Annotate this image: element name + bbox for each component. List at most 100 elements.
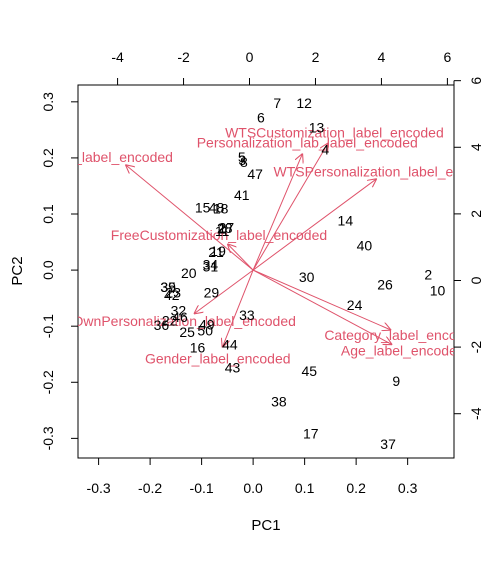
y-axis-right: -4 -2 0 2 4 6 — [453, 77, 484, 420]
observation-label: 33 — [239, 307, 255, 323]
x-tick-label-bottom: -0.2 — [138, 480, 162, 496]
x-tick-label-top: 0 — [246, 49, 254, 65]
x-tick-label-bottom: 0.3 — [398, 480, 418, 496]
observation-label: 47 — [247, 166, 263, 182]
y-tick-label-left: 0.3 — [40, 92, 56, 112]
variable-label: us_label_encoded — [59, 149, 173, 165]
observation-label: 18 — [213, 200, 229, 216]
observation-label: 42 — [164, 287, 180, 303]
observation-label: 48 — [209, 199, 225, 215]
observation-label: 49 — [199, 317, 215, 333]
observation-label: 4 — [321, 142, 329, 158]
observation-label: 7 — [273, 95, 281, 111]
observation-label: 44 — [222, 337, 238, 353]
y-tick-label-right: -2 — [468, 341, 484, 354]
observation-label: 19 — [210, 243, 226, 259]
x-tick-label-bottom: 0.1 — [295, 480, 315, 496]
x-tick-label-top: 6 — [444, 49, 452, 65]
observation-label: 28 — [217, 220, 233, 236]
observation-label: 17 — [303, 425, 319, 441]
observation-label: 32 — [171, 302, 187, 318]
observation-label: 29 — [204, 285, 220, 301]
variable-labels: WTSCustomization_label_encodedPersonaliz… — [59, 124, 480, 367]
x-axis-top: -4 -2 0 2 4 6 — [111, 49, 452, 86]
observation-label: 1 — [218, 221, 226, 237]
variable-label: Personalization_lab_label_encoded — [197, 134, 418, 150]
x-tick-label-top: -2 — [177, 49, 190, 65]
observation-labels: 1234567891011121314151617181920212223242… — [154, 95, 446, 452]
observation-label: 13 — [309, 120, 325, 136]
observation-label: 38 — [271, 393, 287, 409]
loading-arrow — [252, 269, 392, 345]
y-tick-label-left: -0.3 — [40, 426, 56, 450]
observation-label: 23 — [165, 285, 181, 301]
observation-label: 43 — [225, 360, 241, 376]
y-axis-left: -0.3 -0.2 -0.1 0.0 0.1 0.2 0.3 — [40, 92, 79, 450]
y-axis-title: PC2 — [9, 256, 26, 285]
loading-arrow — [252, 269, 391, 330]
observation-label: 46 — [172, 309, 188, 325]
observation-label: 25 — [179, 324, 195, 340]
y-tick-label-left: -0.2 — [40, 370, 56, 394]
observation-label: 31 — [203, 259, 219, 275]
observation-label: 30 — [299, 269, 315, 285]
y-tick-label-left: -0.1 — [40, 314, 56, 338]
y-tick-label-left: 0.2 — [40, 148, 56, 168]
observation-label: 2 — [424, 267, 432, 283]
observation-label: 16 — [190, 340, 206, 356]
observation-label: 15 — [195, 199, 211, 215]
observation-label: 6 — [257, 110, 265, 126]
observation-label: 41 — [234, 187, 250, 203]
loading-arrow — [252, 179, 377, 271]
observation-label: 39 — [160, 279, 176, 295]
loading-arrow — [252, 153, 302, 271]
observation-label: 34 — [203, 256, 219, 272]
y-tick-label-right: 4 — [468, 143, 484, 151]
y-tick-label-left: 0.0 — [40, 260, 56, 280]
observation-label: 14 — [338, 213, 354, 229]
x-axis-title: PC1 — [251, 517, 280, 534]
observation-label: 35 — [160, 279, 176, 295]
y-tick-label-right: -4 — [468, 407, 484, 420]
x-tick-label-top: -4 — [111, 49, 124, 65]
observation-label: 37 — [380, 436, 396, 452]
observation-label: 36 — [154, 317, 170, 333]
observation-label: 8 — [240, 154, 248, 170]
observation-label: 11 — [215, 223, 230, 239]
y-tick-label-right: 6 — [468, 77, 484, 85]
observation-label: 22 — [162, 313, 178, 329]
observation-label: 40 — [357, 237, 373, 253]
x-tick-label-bottom: -0.3 — [87, 480, 111, 496]
x-tick-label-top: 2 — [312, 49, 320, 65]
observation-label: 12 — [296, 95, 312, 111]
observation-label: 24 — [347, 297, 363, 313]
observation-label: 10 — [430, 282, 446, 298]
observation-label: 50 — [197, 323, 213, 339]
loading-arrow — [194, 269, 254, 314]
loading-arrow — [222, 269, 254, 347]
variable-label: WTSCustomization_label_encoded — [225, 124, 444, 140]
y-tick-label-right: 0 — [468, 276, 484, 284]
observation-label: 27 — [219, 219, 235, 235]
variable-label: OwnPersonalization_label_encoded — [73, 313, 296, 329]
observation-label: 45 — [301, 363, 317, 379]
observation-label: 26 — [377, 277, 393, 293]
x-tick-label-top: 4 — [378, 49, 386, 65]
x-axis-bottom: -0.3 -0.2 -0.1 0.0 0.1 0.2 0.3 — [87, 457, 418, 496]
variable-label: Gender_label_encoded — [145, 351, 291, 367]
observation-label: 3 — [238, 152, 246, 168]
y-tick-label-left: 0.1 — [40, 204, 56, 224]
observation-label: 5 — [238, 149, 246, 165]
observation-label: 9 — [392, 373, 400, 389]
observation-label: 20 — [181, 265, 197, 281]
x-tick-label-bottom: 0.0 — [243, 480, 263, 496]
variable-label: Category_label_encoded — [324, 327, 480, 343]
loading-arrow — [252, 143, 328, 271]
loading-arrow — [227, 244, 254, 271]
x-tick-label-bottom: -0.1 — [190, 480, 214, 496]
variable-label: Age_label_encoded — [341, 342, 465, 358]
y-tick-label-right: 2 — [468, 210, 484, 218]
variable-label: FreeCustomization_label_encoded — [111, 227, 327, 243]
loading-arrow — [125, 165, 254, 271]
